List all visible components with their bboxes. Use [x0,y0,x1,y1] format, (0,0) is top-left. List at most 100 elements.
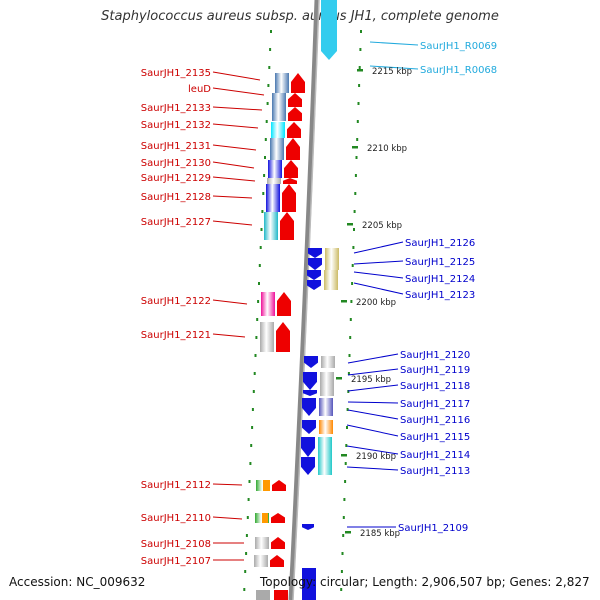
leader-line [353,282,404,295]
tick-mark [249,462,252,465]
scale-tick [345,531,351,534]
leader-line [369,65,419,70]
gene-block [266,184,280,212]
tick-mark [258,264,261,267]
tick-mark [341,552,344,555]
leader-lines-layer [212,41,419,561]
forward-arrow [287,122,301,138]
tick-mark [353,210,356,213]
tick-mark [264,156,266,159]
leader-line [212,123,259,129]
tick-mark [356,138,359,141]
tick-mark [260,228,263,231]
gene-label-right: SaurJH1_2125 [405,257,475,268]
labels-layer: 2215 kbp 2210 kbp 2205 kbp 2200 kbp 2195 kbp… [141,41,497,567]
gene-label-right: SaurJH1_2116 [400,415,470,426]
forward-arrow [272,480,286,491]
gene-label-left: leuD [188,84,211,95]
gene-block [318,437,332,457]
tick-mark [351,282,354,285]
forward-arrow [286,138,300,160]
leader-line [347,384,399,392]
gene-label-left: SaurJH1_2122 [141,296,211,307]
tick-mark [250,444,253,447]
tick-mark [270,30,272,33]
gene-block [272,93,286,107]
gene-label-left: SaurJH1_2132 [141,120,211,131]
tick-mark [258,282,260,285]
tick-mark [348,354,351,357]
gene-block [324,270,338,280]
gene-label-left: SaurJH1_2131 [141,141,211,152]
tick-mark [344,480,347,483]
tick-mark [257,300,260,303]
gene-block [255,537,269,549]
gene-block [302,568,316,600]
scale-tick [347,223,353,226]
tick-mark [246,516,249,519]
leader-line [212,144,257,151]
rna-label: SaurJH1_R0068 [420,65,497,76]
gene-label-left: SaurJH1_2129 [141,173,211,184]
tick-mark [358,66,361,69]
gene-label-right: SaurJH1_2113 [400,466,470,477]
scale-label: 2215 kbp [372,67,412,77]
backbone-line [288,0,320,600]
leader-line [346,424,399,437]
forward-arrow [277,292,291,316]
rna-label: SaurJH1_R0069 [420,41,497,52]
forward-arrow [283,178,297,184]
gene-label-left: SaurJH1_2107 [141,556,211,567]
gene-block [264,212,278,240]
leader-line [212,176,256,182]
reverse-arrow [303,372,317,390]
forward-arrow [270,555,284,567]
gene-label-right: SaurJH1_2109 [398,523,468,534]
leader-line [369,41,419,46]
tick-mark [344,462,347,465]
forward-arrow [271,537,285,549]
gene-label-left: SaurJH1_2130 [141,158,211,169]
tick-mark [245,552,248,555]
gene-block [270,138,284,160]
tick-mark [266,102,269,105]
tick-mark [261,210,264,213]
scale-label: 2205 kbp [362,221,402,231]
gene-label-right: SaurJH1_2123 [405,290,475,301]
gene-label-left: SaurJH1_2127 [141,217,211,228]
gene-block [318,457,332,475]
gene-block [275,73,289,93]
tick-mark [351,264,354,267]
tick-mark [259,246,262,249]
reverse-arrow [308,248,322,258]
gene-label-right: SaurJH1_2119 [400,365,470,376]
tick-mark [262,192,265,195]
tick-mark [256,318,259,321]
tick-mark [340,588,343,591]
tick-mark [349,318,352,321]
leader-line [353,271,404,279]
leader-line [353,241,404,254]
reverse-arrow [302,420,316,434]
tick-mark [267,84,270,87]
tick-mark [248,480,251,483]
leader-line [212,483,243,486]
gene-label-right: SaurJH1_2126 [405,238,475,249]
gene-label-right: SaurJH1_2124 [405,274,475,285]
tick-mark [264,138,267,141]
tick-mark [347,390,350,393]
reverse-arrow [307,280,321,290]
forward-arrow [288,107,302,121]
reverse-arrow [303,390,317,396]
leader-line [347,368,399,376]
forward-arrow [271,513,285,523]
scale-label: 2190 kbp [356,452,396,462]
leader-line [347,401,399,404]
tick-mark [346,426,348,429]
tick-mark [347,372,350,375]
scale-tick [336,377,342,380]
gene-label-right: SaurJH1_2118 [400,381,470,392]
rna-arrow [321,0,337,60]
scale-tick [357,69,363,72]
scale-tick [341,300,347,303]
